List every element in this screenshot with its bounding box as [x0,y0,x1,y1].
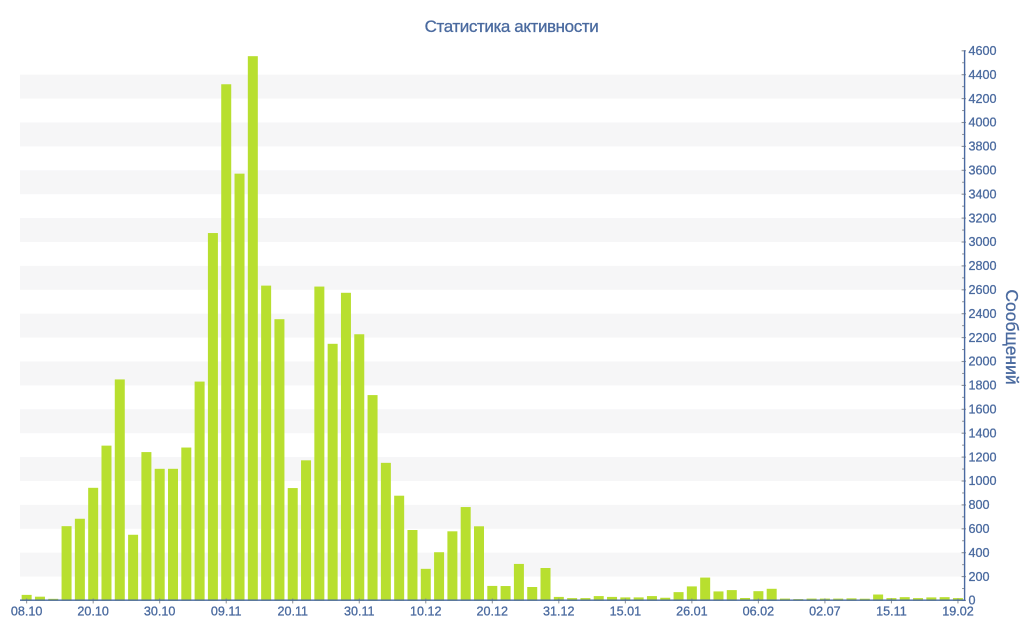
svg-text:600: 600 [969,522,990,536]
svg-text:200: 200 [969,570,990,584]
svg-text:2600: 2600 [969,283,997,297]
svg-text:06.02: 06.02 [743,605,775,619]
svg-text:26.01: 26.01 [676,605,708,619]
svg-text:31.12: 31.12 [543,605,575,619]
svg-text:2800: 2800 [969,259,997,273]
svg-text:3400: 3400 [969,187,997,201]
svg-text:800: 800 [969,498,990,512]
svg-text:1800: 1800 [969,379,997,393]
svg-text:4000: 4000 [969,116,997,130]
svg-text:Сообщений: Сообщений [1002,289,1022,384]
svg-text:15.01: 15.01 [610,605,642,619]
svg-text:2200: 2200 [969,331,997,345]
svg-text:02.07: 02.07 [809,605,841,619]
svg-text:19.02: 19.02 [942,605,974,619]
svg-text:10.12: 10.12 [410,605,442,619]
svg-text:Статистика активности: Статистика активности [425,17,599,36]
svg-text:08.10: 08.10 [11,605,43,619]
svg-text:30.10: 30.10 [144,605,176,619]
svg-text:400: 400 [969,546,990,560]
svg-text:3800: 3800 [969,140,997,154]
svg-text:1400: 1400 [969,426,997,440]
svg-text:3000: 3000 [969,235,997,249]
svg-text:20.12: 20.12 [477,605,509,619]
svg-text:2400: 2400 [969,307,997,321]
svg-text:20.10: 20.10 [77,605,109,619]
svg-text:30.11: 30.11 [344,605,375,619]
svg-text:4400: 4400 [969,68,997,82]
svg-text:4600: 4600 [969,44,997,58]
svg-text:1200: 1200 [969,450,997,464]
svg-text:09.11: 09.11 [211,605,242,619]
svg-text:2000: 2000 [969,355,997,369]
svg-text:4200: 4200 [969,92,997,106]
svg-text:1600: 1600 [969,403,997,417]
svg-text:3200: 3200 [969,211,997,225]
svg-text:20.11: 20.11 [277,605,308,619]
svg-text:0: 0 [969,594,976,608]
svg-text:3600: 3600 [969,164,997,178]
svg-text:15.11: 15.11 [876,605,907,619]
svg-text:1000: 1000 [969,474,997,488]
